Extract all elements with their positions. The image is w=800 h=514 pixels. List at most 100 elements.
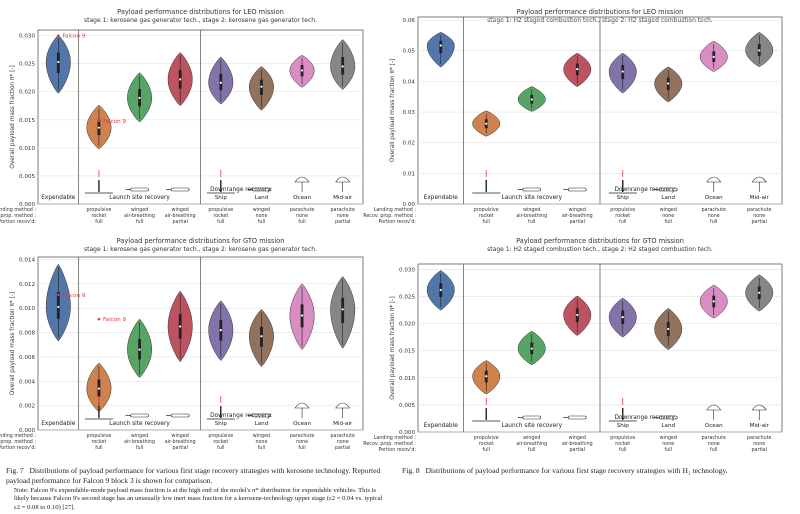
recovery-icon-1 [472, 398, 501, 422]
label-midair: Mid-air [333, 421, 353, 427]
column-label: full [528, 447, 535, 453]
column-label: propulsive [208, 207, 233, 213]
column-label: winged [660, 435, 677, 441]
group-label-expendable: Expendable [424, 423, 459, 429]
column-label: propulsive [474, 435, 499, 441]
falcon9-marker [97, 317, 101, 321]
row-label: Portion recov'd: [0, 219, 36, 225]
fig7-note-text: Note: Falcon 9's expendable-mode payload… [14, 487, 383, 511]
violin-median [138, 348, 141, 351]
row-label: Landing method : [0, 433, 36, 439]
recovery-icon-2 [517, 187, 542, 192]
violin-median [219, 328, 222, 332]
column-label: winged [660, 207, 677, 213]
recovery-icon-3 [166, 413, 190, 418]
column-label: air-breathing [562, 213, 593, 219]
column-label: rocket [91, 213, 106, 219]
violin-median [530, 347, 533, 350]
column-label: winged [131, 433, 148, 439]
chart-panel-2: Payload performance distributions for LE… [363, 8, 783, 225]
column-label: none [753, 214, 765, 219]
recovery-icon-1 [472, 170, 501, 194]
y-tick-label: 0.00 [403, 202, 416, 208]
winged-stage [567, 187, 587, 192]
winged-stage [130, 413, 149, 418]
group-label-downrange: Downrange recovery: [210, 413, 272, 419]
column-label: rocket [213, 439, 228, 445]
column-label: none [255, 214, 267, 219]
violin-median [439, 288, 442, 292]
violin-median [57, 60, 60, 64]
winged-stage [130, 187, 149, 192]
y-tick-label: 0.025 [19, 62, 35, 68]
column-label: full [483, 219, 490, 225]
column-label: winged [172, 433, 189, 439]
column-label: full [217, 219, 224, 225]
violin-median [712, 300, 715, 303]
recovery-icon-5 [654, 187, 678, 192]
row-label: Portion recov'd: [0, 445, 36, 451]
violin-median [341, 65, 344, 68]
column-label: none [337, 440, 349, 445]
group-label-downrange: Downrange recovery: [614, 187, 676, 193]
violin-median [97, 387, 101, 390]
winged-stage [170, 413, 190, 418]
column-label: propulsive [86, 207, 111, 213]
column-label: none [255, 440, 267, 445]
violin-median [138, 96, 141, 100]
label-ship: Ship [617, 195, 630, 201]
recovery-icon-6 [294, 402, 310, 418]
chart-subtitle: stage 1: kerosene gas generator tech., s… [84, 17, 317, 24]
column-label: full [136, 219, 143, 225]
column-label: none [708, 442, 720, 447]
column-label: air-breathing [165, 213, 196, 219]
column-label: air-breathing [562, 441, 593, 447]
violin-median [758, 49, 761, 52]
label-ocean: Ocean [705, 423, 723, 429]
recovery-icon-4 [608, 170, 637, 194]
column-label: full [483, 447, 490, 453]
recovery-icon-7 [751, 404, 767, 420]
row-label: Recov. prop. method : [363, 213, 416, 219]
column-label: partial [570, 219, 585, 225]
column-label: full [258, 445, 265, 451]
y-tick-label: 0.05 [403, 49, 416, 55]
label-land: Land [661, 195, 675, 201]
column-label: propulsive [86, 433, 111, 439]
column-label: parachute [747, 207, 771, 213]
violin-median [667, 327, 670, 331]
row-label: Recov. prop. method : [363, 441, 416, 447]
group-label-expendable: Expendable [41, 195, 76, 201]
chart-panel-3: Payload performance distributions for GT… [0, 237, 364, 451]
recovery-icon-6 [706, 176, 722, 192]
column-label: none [337, 214, 349, 219]
parachute-canopy [294, 176, 310, 183]
row-label: Portion recov'd: [378, 219, 416, 225]
row-label: Landing method : [374, 207, 417, 213]
fig7-label: Fig. 7 [6, 466, 24, 475]
recovery-icon-2 [125, 187, 149, 192]
fig7-note: Note: Falcon 9's expendable-mode payload… [14, 487, 384, 512]
violin-median [300, 69, 304, 72]
column-label: full [710, 447, 717, 453]
row-label: Landing method : [374, 435, 417, 441]
row-label: Portion recov'd: [378, 447, 416, 453]
column-label: parachute [702, 435, 726, 441]
recovery-icon-6 [706, 404, 722, 420]
recovery-icon-5 [654, 415, 678, 420]
column-label: winged [523, 207, 540, 213]
recovery-icon-7 [335, 402, 351, 418]
violin-median [219, 81, 222, 84]
label-midair: Mid-air [750, 195, 770, 201]
violin-box [56, 292, 60, 319]
column-label: propulsive [610, 207, 635, 213]
recovery-icon-1 [84, 396, 113, 420]
y-axis-label: Overall payload mass fraction π* [-] [390, 296, 396, 400]
chart-panel-4: Payload performance distributions for GT… [363, 237, 783, 453]
label-ocean: Ocean [293, 421, 311, 427]
row-label: Recov. prop. method : [0, 213, 36, 219]
violin-median [758, 291, 761, 294]
column-label: partial [752, 447, 767, 453]
column-label: full [619, 447, 626, 453]
parachute-canopy [335, 176, 351, 183]
